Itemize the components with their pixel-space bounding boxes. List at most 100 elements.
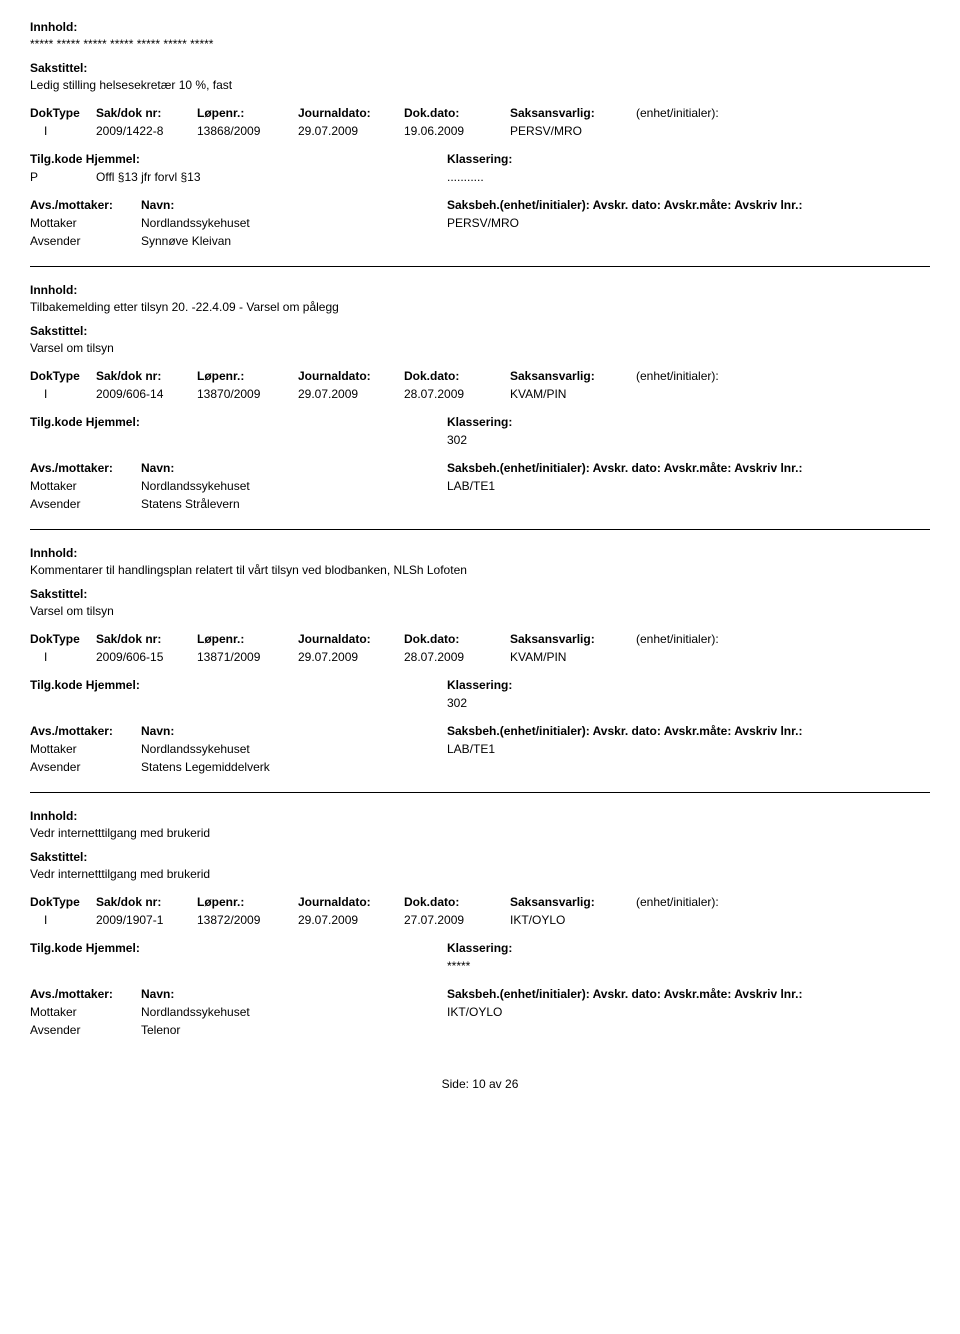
- tilgkode-label: Tilg.kode Hjemmel:: [30, 415, 90, 429]
- journaldato-value: 29.07.2009: [298, 913, 398, 927]
- sakdok-value: 2009/1907-1: [96, 913, 191, 927]
- navn-label: Navn:: [141, 724, 441, 738]
- sakstittel-label: Sakstittel:: [30, 850, 930, 864]
- sakstittel-label: Sakstittel:: [30, 324, 930, 338]
- avsmottaker-label: Avs./mottaker:: [30, 724, 135, 738]
- sakdok-value: 2009/1422-8: [96, 124, 191, 138]
- mottaker-row: Mottaker Nordlandssykehuset PERSV/MRO: [30, 216, 930, 230]
- avsender-row: Avsender Synnøve Kleivan: [30, 234, 930, 248]
- journal-record: Innhold: Tilbakemelding etter tilsyn 20.…: [30, 283, 930, 511]
- hjemmel-value: [96, 433, 441, 447]
- lopenr-label: Løpenr.:: [197, 632, 292, 646]
- tilgkode-label: Tilg.kode Hjemmel:: [30, 678, 90, 692]
- avsmottaker-label: Avs./mottaker:: [30, 461, 135, 475]
- doktype-label: DokType: [30, 632, 90, 646]
- saksbeh-label: Saksbeh.(enhet/initialer): Avskr. dato: …: [447, 724, 842, 738]
- navn-label: Navn:: [141, 198, 441, 212]
- doktype-value: I: [30, 650, 90, 664]
- lopenr-label: Løpenr.:: [197, 106, 292, 120]
- lopenr-label: Løpenr.:: [197, 895, 292, 909]
- mottaker-navn: Nordlandssykehuset: [141, 1005, 441, 1019]
- sakstittel-text: Varsel om tilsyn: [30, 604, 930, 618]
- mottaker-row: Mottaker Nordlandssykehuset LAB/TE1: [30, 742, 930, 756]
- avsender-label: Avsender: [30, 497, 135, 511]
- sakdok-value: 2009/606-14: [96, 387, 191, 401]
- journaldato-label: Journaldato:: [298, 632, 398, 646]
- saksansvarlig-label: Saksansvarlig:: [510, 106, 630, 120]
- doktype-label: DokType: [30, 106, 90, 120]
- navn-label: Navn:: [141, 461, 441, 475]
- record-divider: [30, 792, 930, 793]
- journaldato-label: Journaldato:: [298, 895, 398, 909]
- meta-header-row: DokType Sak/dok nr: Løpenr.: Journaldato…: [30, 632, 930, 646]
- klassering-label: Klassering:: [447, 152, 842, 166]
- mottaker-label: Mottaker: [30, 479, 135, 493]
- party-header-row: Avs./mottaker: Navn: Saksbeh.(enhet/init…: [30, 461, 930, 475]
- sakdok-label: Sak/dok nr:: [96, 895, 191, 909]
- innhold-text: Tilbakemelding etter tilsyn 20. -22.4.09…: [30, 300, 930, 314]
- party-header-row: Avs./mottaker: Navn: Saksbeh.(enhet/init…: [30, 724, 930, 738]
- avsender-navn: Statens Legemiddelverk: [141, 760, 441, 774]
- meta-header-row: DokType Sak/dok nr: Løpenr.: Journaldato…: [30, 369, 930, 383]
- tilgkode-value: P: [30, 170, 90, 184]
- enhetinit-label: (enhet/initialer):: [636, 895, 776, 909]
- tilg-value-row: *****: [30, 959, 930, 973]
- doktype-label: DokType: [30, 369, 90, 383]
- dokdato-label: Dok.dato:: [404, 369, 504, 383]
- mottaker-saksbeh: LAB/TE1: [447, 479, 842, 493]
- navn-label: Navn:: [141, 987, 441, 1001]
- tilg-row: Tilg.kode Hjemmel: Klassering:: [30, 152, 930, 166]
- innhold-text: ***** ***** ***** ***** ***** ***** ****…: [30, 37, 930, 51]
- avsender-label: Avsender: [30, 234, 135, 248]
- avsender-row: Avsender Statens Strålevern: [30, 497, 930, 511]
- dokdato-label: Dok.dato:: [404, 632, 504, 646]
- journaldato-label: Journaldato:: [298, 106, 398, 120]
- journaldato-value: 29.07.2009: [298, 650, 398, 664]
- tilg-row: Tilg.kode Hjemmel: Klassering:: [30, 941, 930, 955]
- party-header-row: Avs./mottaker: Navn: Saksbeh.(enhet/init…: [30, 987, 930, 1001]
- meta-value-row: I 2009/606-15 13871/2009 29.07.2009 28.0…: [30, 650, 930, 664]
- mottaker-row: Mottaker Nordlandssykehuset IKT/OYLO: [30, 1005, 930, 1019]
- tilgkode-label: Tilg.kode Hjemmel:: [30, 152, 90, 166]
- tilg-row: Tilg.kode Hjemmel: Klassering:: [30, 678, 930, 692]
- dokdato-label: Dok.dato:: [404, 895, 504, 909]
- sakdok-label: Sak/dok nr:: [96, 106, 191, 120]
- klassering-value: 302: [447, 433, 842, 447]
- meta-header-row: DokType Sak/dok nr: Løpenr.: Journaldato…: [30, 895, 930, 909]
- mottaker-saksbeh: PERSV/MRO: [447, 216, 842, 230]
- tilgkode-value: [30, 696, 90, 710]
- tilgkode-value: [30, 959, 90, 973]
- innhold-label: Innhold:: [30, 20, 930, 34]
- saksbeh-label: Saksbeh.(enhet/initialer): Avskr. dato: …: [447, 461, 842, 475]
- avsmottaker-label: Avs./mottaker:: [30, 987, 135, 1001]
- doktype-value: I: [30, 913, 90, 927]
- enhetinit-label: (enhet/initialer):: [636, 369, 776, 383]
- saksbeh-label: Saksbeh.(enhet/initialer): Avskr. dato: …: [447, 987, 842, 1001]
- meta-value-row: I 2009/606-14 13870/2009 29.07.2009 28.0…: [30, 387, 930, 401]
- tilgkode-label: Tilg.kode Hjemmel:: [30, 941, 90, 955]
- avsender-row: Avsender Telenor: [30, 1023, 930, 1037]
- doktype-value: I: [30, 387, 90, 401]
- mottaker-label: Mottaker: [30, 1005, 135, 1019]
- saksansvarlig-label: Saksansvarlig:: [510, 895, 630, 909]
- saksansvarlig-value: IKT/OYLO: [510, 913, 630, 927]
- record-divider: [30, 266, 930, 267]
- klassering-value: *****: [447, 959, 842, 973]
- dokdato-value: 28.07.2009: [404, 650, 504, 664]
- innhold-text: Kommentarer til handlingsplan relatert t…: [30, 563, 930, 577]
- mottaker-navn: Nordlandssykehuset: [141, 742, 441, 756]
- avsender-navn: Telenor: [141, 1023, 441, 1037]
- journal-record: Innhold: Vedr internetttilgang med bruke…: [30, 809, 930, 1037]
- journaldato-label: Journaldato:: [298, 369, 398, 383]
- journaldato-value: 29.07.2009: [298, 387, 398, 401]
- meta-value-row: I 2009/1907-1 13872/2009 29.07.2009 27.0…: [30, 913, 930, 927]
- dokdato-value: 27.07.2009: [404, 913, 504, 927]
- dokdato-value: 19.06.2009: [404, 124, 504, 138]
- sakdok-value: 2009/606-15: [96, 650, 191, 664]
- enhetinit-label: (enhet/initialer):: [636, 632, 776, 646]
- side-label: Side:: [442, 1077, 469, 1091]
- sakstittel-label: Sakstittel:: [30, 61, 930, 75]
- sakstittel-label: Sakstittel:: [30, 587, 930, 601]
- saksbeh-label: Saksbeh.(enhet/initialer): Avskr. dato: …: [447, 198, 842, 212]
- meta-header-row: DokType Sak/dok nr: Løpenr.: Journaldato…: [30, 106, 930, 120]
